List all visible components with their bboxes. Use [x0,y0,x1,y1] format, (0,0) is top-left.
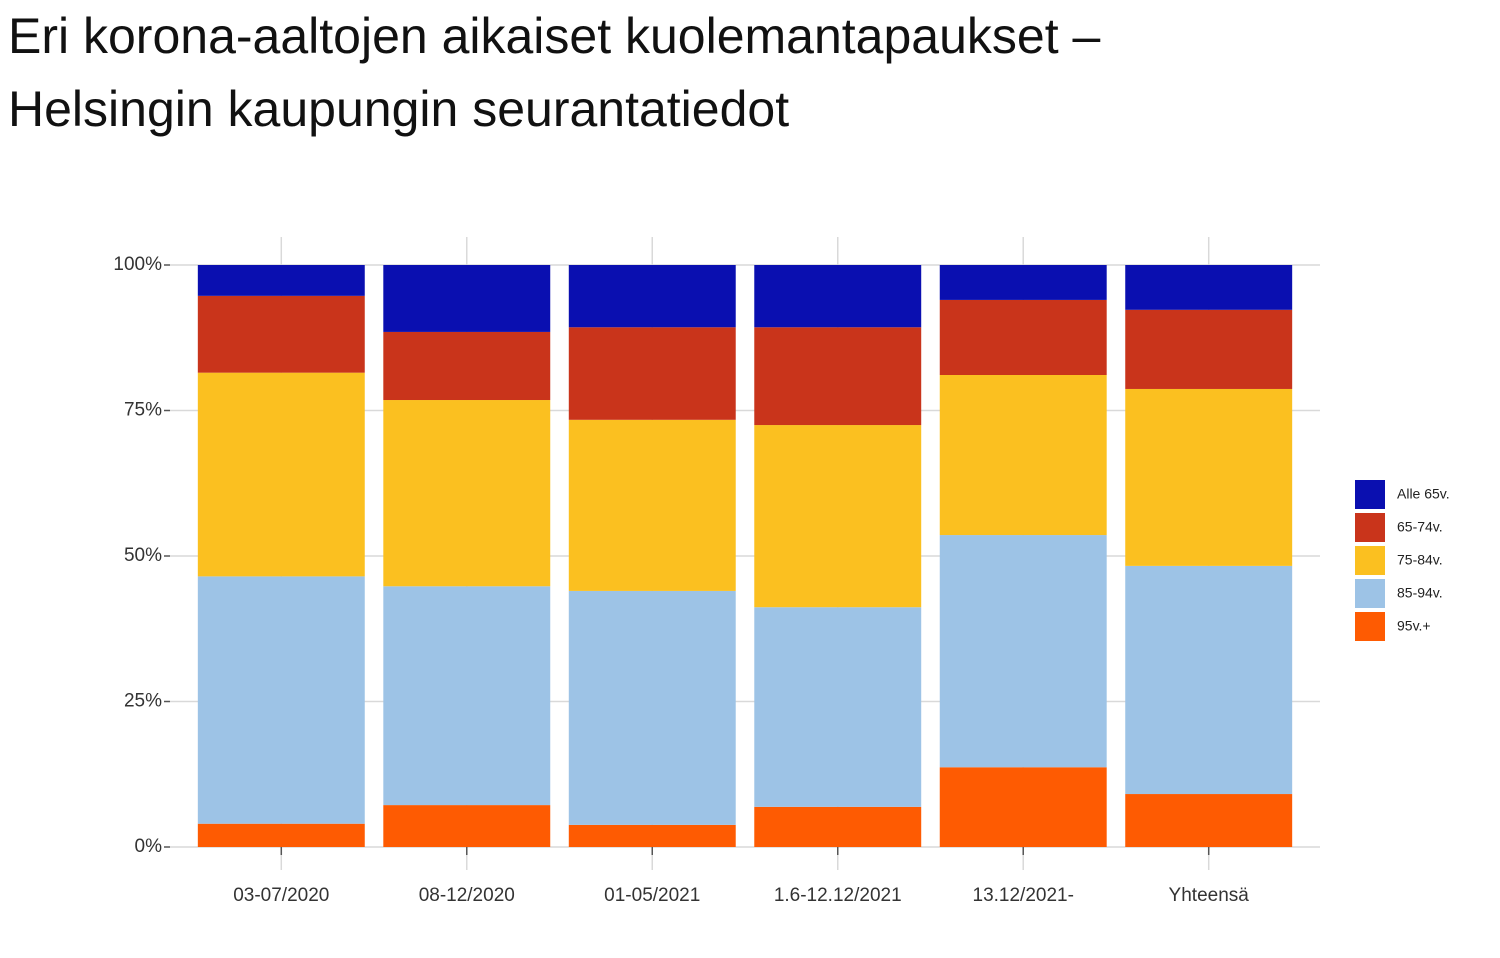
y-tick-label: 25% [124,691,162,712]
bar-segment [383,805,551,847]
x-tick-label: 01-05/2021 [604,885,700,906]
bar-segment [754,425,922,608]
bar-segment [383,265,551,332]
bar-segment [197,265,365,296]
legend-label: 65-74v. [1397,519,1443,535]
bar-segment [197,295,365,373]
x-tick-label: 08-12/2020 [419,885,515,906]
bar-segment [568,824,736,847]
legend-label: 85-94v. [1397,585,1443,601]
bar-segment [197,823,365,847]
bar-segment [1125,565,1293,795]
legend-swatch [1355,612,1385,641]
bar-segment [383,331,551,401]
bar-segment [1125,794,1293,847]
y-tick-label: 0% [135,836,163,857]
bar-segment [939,374,1107,536]
x-tick-label: Yhteensä [1169,885,1250,906]
bar-segment [754,607,922,807]
bar-segment [754,265,922,328]
bar-segment [1125,265,1293,310]
legend-label: Alle 65v. [1397,486,1450,502]
bar-segment [1125,309,1293,389]
chart-title: Eri korona-aaltojen aikaiset kuolemantap… [8,8,1101,64]
bar-segment [568,590,736,825]
y-tick-label: 50% [124,545,162,566]
bar-segment [383,400,551,587]
bar-segment [568,265,736,328]
bar-segment [754,806,922,847]
legend-swatch [1355,546,1385,575]
bar-segment [568,419,736,591]
bar-segment [383,586,551,806]
x-tick-label: 1.6-12.12/2021 [774,885,902,906]
legend-swatch [1355,480,1385,509]
bar-segment [939,299,1107,375]
bar-segment [939,767,1107,847]
bar-segment [1125,388,1293,566]
chart-title: Helsingin kaupungin seurantatiedot [8,81,789,137]
bar-segment [939,265,1107,300]
bar-segment [197,372,365,577]
bar-segment [939,535,1107,768]
x-tick-label: 13.12/2021- [973,885,1074,906]
legend-swatch [1355,579,1385,608]
legend-label: 75-84v. [1397,552,1443,568]
bar-segment [197,576,365,824]
bar-segment [568,327,736,420]
x-tick-label: 03-07/2020 [233,885,329,906]
legend-swatch [1355,513,1385,542]
legend-label: 95v.+ [1397,618,1431,634]
y-tick-label: 75% [124,400,162,421]
y-tick-label: 100% [113,254,162,275]
bar-segment [754,327,922,426]
